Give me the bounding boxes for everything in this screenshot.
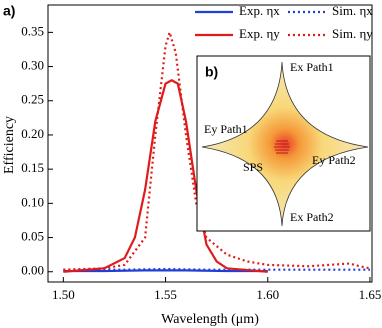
panel-label: a) [3, 3, 15, 19]
inset-annotation: Ex Path1 [290, 60, 334, 74]
y-tick-label: 0.35 [21, 23, 44, 38]
y-tick-label: 0.20 [21, 126, 44, 141]
x-tick-label: 1.65 [359, 287, 382, 302]
inset-annotation: Ex Path2 [290, 210, 334, 224]
x-axis-label: Wavelength (μm) [161, 312, 259, 327]
inset [196, 55, 371, 232]
y-tick-label: 0.00 [21, 263, 44, 278]
x-tick-label: 1.50 [52, 287, 75, 302]
x-tick-label: 1.60 [256, 287, 279, 302]
inset-annotation: Ey Path1 [204, 122, 248, 136]
series-line [63, 28, 371, 271]
y-tick-label: 0.05 [21, 229, 44, 244]
legend-label: Exp. ηy [239, 26, 280, 41]
inset-annotation: Ey Path2 [312, 153, 356, 167]
y-tick-label: 0.25 [21, 92, 44, 107]
series-line [63, 78, 268, 273]
y-tick-label: 0.10 [21, 194, 44, 209]
fringes [274, 140, 290, 154]
legend-label: Sim. ηx [332, 3, 373, 18]
x-tick-label: 1.55 [154, 287, 177, 302]
y-tick-label: 0.30 [21, 58, 44, 73]
inset-label: b) [205, 64, 218, 80]
inset-annotation: SPS [243, 160, 263, 174]
series-line [63, 267, 370, 271]
series-line [63, 269, 268, 273]
legend-label: Sim. ηy [332, 26, 373, 41]
plot-frame [47, 4, 373, 283]
y-axis-label: Efficiency [2, 116, 17, 174]
legend-label: Exp. ηx [239, 3, 280, 18]
y-tick-label: 0.15 [21, 160, 44, 175]
